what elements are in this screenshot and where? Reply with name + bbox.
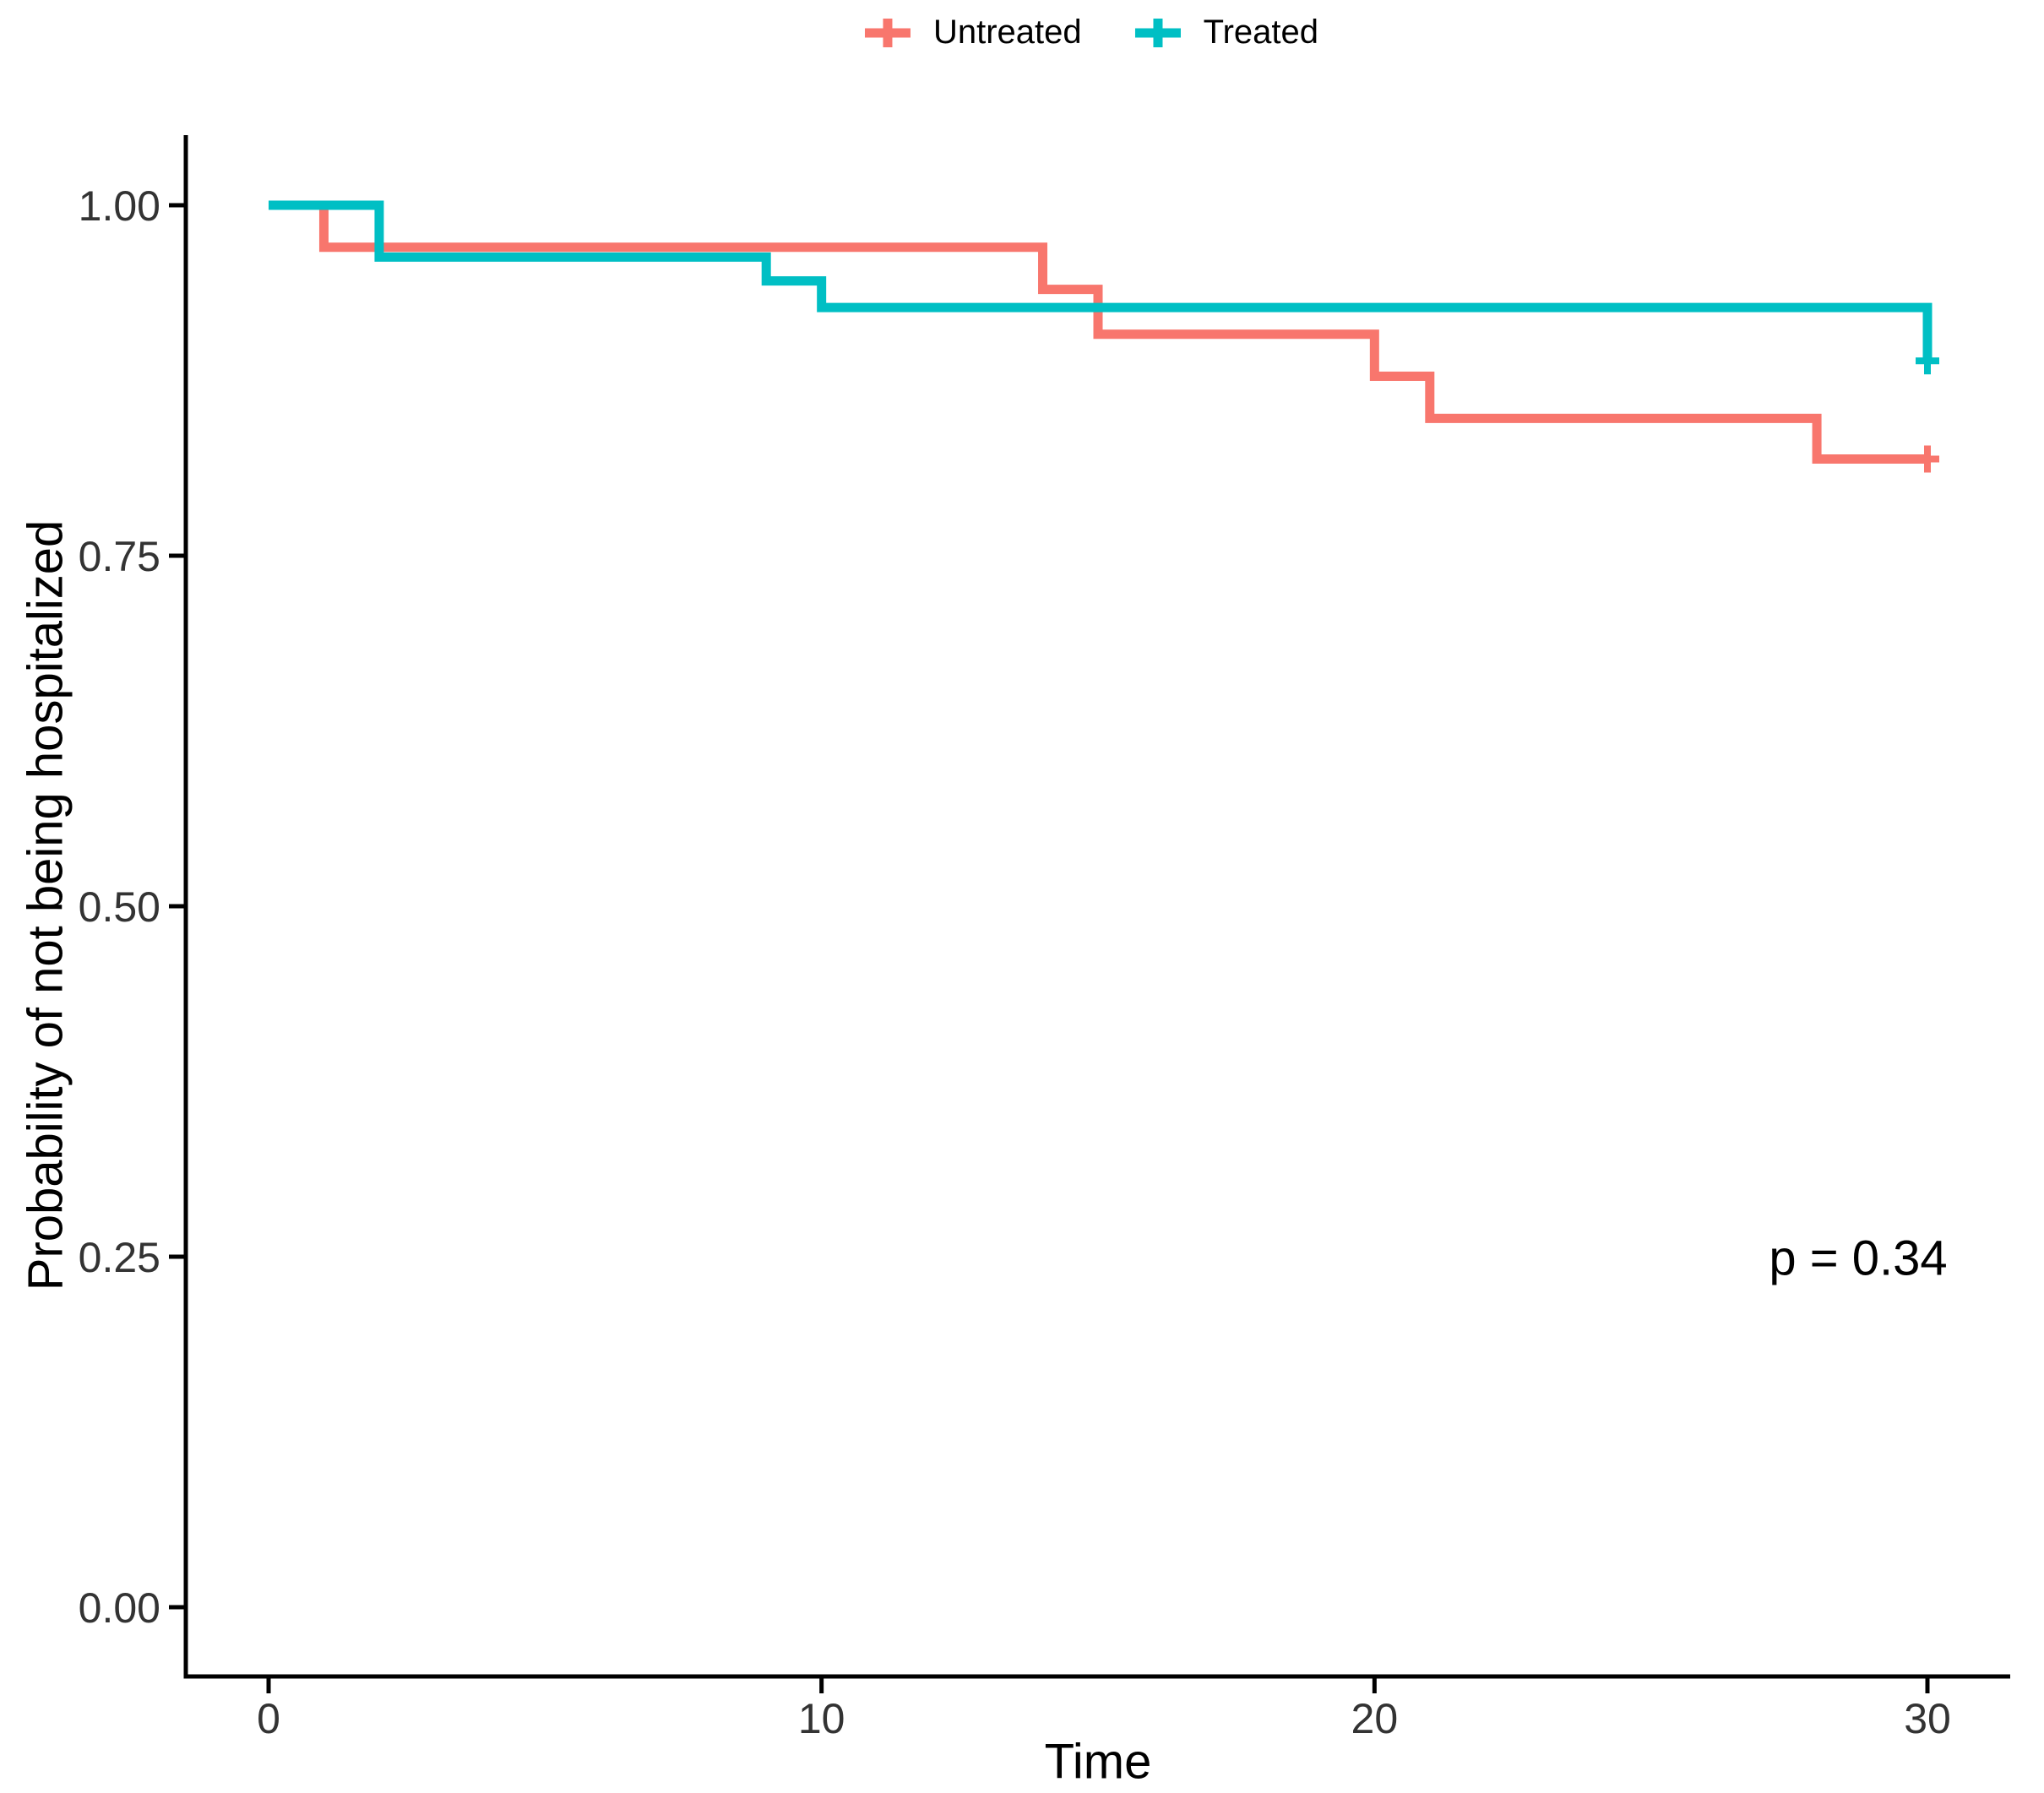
y-tick-label: 1.00 [79, 182, 160, 230]
x-axis-title: Time [1044, 1734, 1152, 1790]
legend-entry-untreated: Untreated [864, 14, 1082, 52]
p-value-annotation: p = 0.34 [1769, 1231, 1948, 1286]
legend-label-treated: Treated [1203, 14, 1319, 51]
treated-survival-curve [269, 200, 1933, 361]
treated-cross-icon [1134, 18, 1181, 47]
x-tick-label: 20 [1351, 1695, 1399, 1742]
y-tick-label: 0.25 [79, 1234, 160, 1281]
x-tick-label: 10 [798, 1695, 845, 1742]
untreated-cross-icon [864, 18, 911, 47]
y-tick-label: 0.00 [79, 1584, 160, 1632]
y-axis-title: Probability of not being hospitalized [18, 519, 73, 1291]
x-tick-label: 30 [1904, 1695, 1951, 1742]
y-tick-label: 0.50 [79, 883, 160, 931]
legend-entry-treated: Treated [1134, 14, 1318, 52]
legend-label-untreated: Untreated [932, 14, 1082, 51]
untreated-survival-curve [269, 200, 1927, 464]
y-tick-label: 0.75 [79, 533, 160, 580]
legend: Untreated Treated [864, 14, 1318, 52]
x-tick-label: 0 [257, 1695, 280, 1742]
